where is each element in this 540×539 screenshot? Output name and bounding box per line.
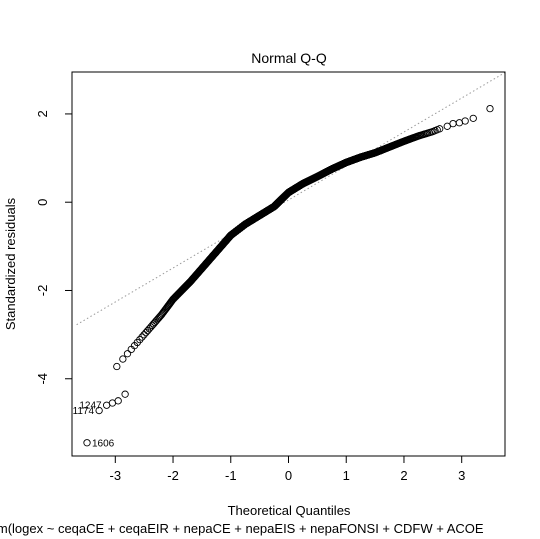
points-layer bbox=[83, 104, 494, 447]
y-axis-label: Standardized residuals bbox=[3, 197, 18, 330]
extreme-point bbox=[83, 439, 91, 447]
extreme-point bbox=[95, 406, 103, 415]
y-tick-label: 0 bbox=[35, 199, 50, 206]
x-axis-label: Theoretical Quantiles bbox=[228, 503, 351, 518]
chart-title: Normal Q-Q bbox=[251, 50, 327, 66]
y-axis: -4 -2 0 2 bbox=[35, 110, 72, 385]
x-tick-label: -3 bbox=[110, 468, 122, 483]
data-point bbox=[123, 350, 132, 358]
data-point bbox=[136, 335, 144, 344]
data-point bbox=[436, 125, 444, 133]
x-tick-label: 2 bbox=[400, 468, 407, 483]
x-tick-label: 3 bbox=[458, 468, 465, 483]
extreme-point bbox=[121, 390, 129, 398]
x-tick-label: 1 bbox=[343, 468, 350, 483]
data-point bbox=[119, 355, 127, 363]
y-tick-label: -2 bbox=[35, 285, 50, 297]
y-tick-label: -4 bbox=[35, 373, 50, 385]
reference-line bbox=[76, 72, 506, 326]
extreme-point bbox=[449, 119, 457, 128]
data-point bbox=[140, 331, 148, 339]
extreme-point bbox=[469, 114, 477, 122]
x-tick-label: -2 bbox=[167, 468, 179, 483]
x-tick-label: -1 bbox=[225, 468, 237, 483]
extreme-point bbox=[486, 104, 494, 113]
data-point bbox=[138, 333, 146, 341]
extreme-point bbox=[461, 117, 469, 125]
point-label: 1606 bbox=[92, 438, 115, 449]
point-label: 1174 bbox=[73, 406, 95, 417]
extreme-point bbox=[443, 122, 451, 130]
x-tick-label: 0 bbox=[285, 468, 292, 483]
extreme-point bbox=[114, 397, 122, 405]
model-formula: lm(logex ~ ceqaCE + ceqaEIR + nepaCE + n… bbox=[0, 521, 484, 536]
data-point bbox=[113, 362, 121, 371]
x-axis: -3 -2 -1 0 1 2 3 bbox=[110, 456, 465, 483]
point-label: 1247 bbox=[79, 401, 102, 412]
y-tick-label: 2 bbox=[35, 110, 50, 117]
